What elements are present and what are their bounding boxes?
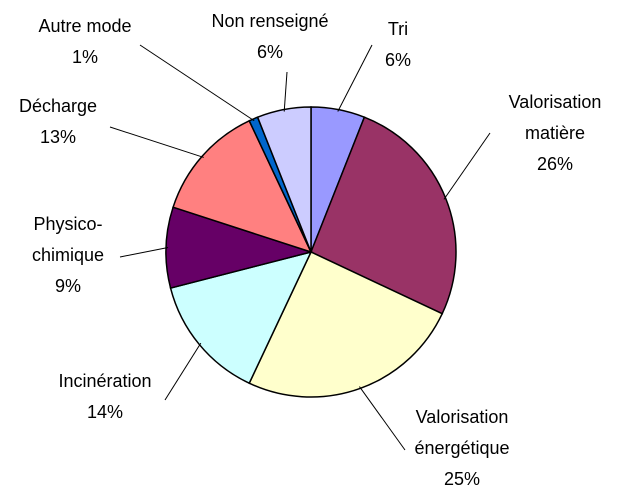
- pie-slice: [172, 119, 313, 254]
- category-label: Valorisation énergétique: [414, 407, 509, 458]
- pie-slice: [248, 251, 444, 398]
- leader-line: [119, 247, 169, 258]
- slice-label: Autre mode 1%: [38, 16, 131, 67]
- slice-label: Physico-chimique 9%: [32, 214, 104, 296]
- slice-label: Non renseigné 6%: [211, 11, 328, 62]
- label-line: Tri: [388, 19, 408, 39]
- leader-line: [443, 132, 491, 200]
- leader-line: [164, 342, 202, 401]
- value-label: 9%: [55, 276, 81, 296]
- value-label: 6%: [257, 42, 283, 62]
- category-label: Autre mode: [38, 16, 131, 36]
- leader-line: [337, 44, 373, 112]
- category-label: Valorisation matière: [509, 92, 602, 143]
- category-label: Non renseigné: [211, 11, 328, 31]
- value-label: 6%: [385, 50, 411, 70]
- label-line: Incinération: [58, 371, 151, 391]
- category-label: Tri: [388, 19, 408, 39]
- category-label: Physico-chimique: [32, 214, 104, 265]
- leader-line: [109, 126, 204, 158]
- leader-line: [359, 386, 406, 451]
- value-label: 25%: [444, 469, 480, 488]
- label-line: énergétique: [414, 438, 509, 458]
- leader-line: [283, 71, 288, 112]
- slice-label: Valorisation matière 26%: [509, 92, 602, 174]
- value-label: 14%: [87, 402, 123, 422]
- label-line: chimique: [32, 245, 104, 265]
- label-line: Physico-: [33, 214, 102, 234]
- label-line: Non renseigné: [211, 11, 328, 31]
- label-line: Valorisation: [416, 407, 509, 427]
- category-label: Incinération: [58, 371, 151, 391]
- label-line: Autre mode: [38, 16, 131, 36]
- label-line: Valorisation: [509, 92, 602, 112]
- slice-label: Tri 6%: [385, 19, 411, 70]
- category-label: Décharge: [19, 96, 97, 116]
- value-label: 26%: [537, 154, 573, 174]
- value-label: 13%: [40, 127, 76, 147]
- value-label: 1%: [72, 47, 98, 67]
- pie-slice: [169, 250, 313, 385]
- pie-slice: [310, 116, 457, 315]
- leader-line: [139, 44, 255, 122]
- pie-slice: [256, 106, 312, 253]
- slice-label: Incinération 14%: [58, 371, 151, 422]
- label-line: Décharge: [19, 96, 97, 116]
- slice-label: Valorisation énergétique 25%: [414, 407, 509, 488]
- slice-label: Décharge 13%: [19, 96, 97, 147]
- label-line: matière: [525, 123, 585, 143]
